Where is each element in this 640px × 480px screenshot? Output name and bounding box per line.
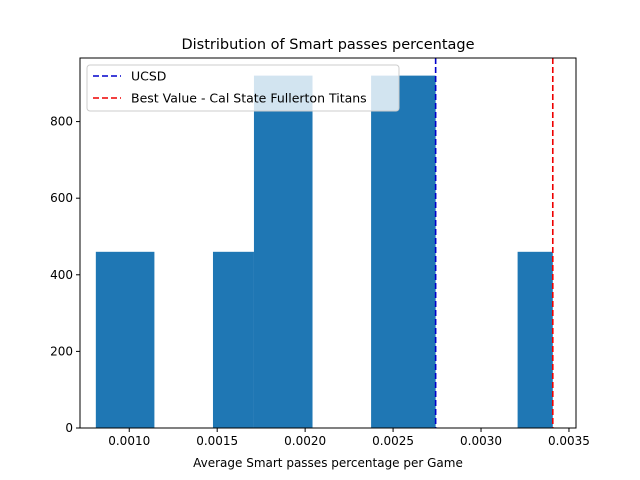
x-tick-label: 0.0020 [284, 434, 326, 448]
x-tick-label: 0.0015 [196, 434, 238, 448]
y-tick-label: 400 [50, 268, 73, 282]
y-tick-label: 600 [50, 191, 73, 205]
bars-group [95, 75, 553, 428]
x-tick-label: 0.0035 [548, 434, 590, 448]
legend-label: UCSD [131, 69, 166, 84]
plot-frame [79, 57, 577, 429]
histogram-bar [212, 251, 254, 428]
histogram-bar [371, 75, 436, 428]
histogram-bar [517, 251, 553, 428]
chart-title: Distribution of Smart passes percentage [181, 37, 474, 53]
reference-lines [434, 58, 554, 428]
y-tick-label: 800 [50, 115, 73, 129]
legend: UCSD Best Value - Cal State Fullerton Tit… [86, 64, 400, 112]
x-tick-label: 0.0010 [108, 434, 150, 448]
x-tick-label: 0.0030 [460, 434, 502, 448]
legend-box [86, 64, 400, 112]
y-tick-label: 0 [65, 421, 73, 435]
y-axis-ticks: 0 200 400 600 800 [50, 115, 80, 435]
x-axis-ticks: 0.0010 0.0015 0.0020 0.0025 0.0030 0.0035 [108, 428, 590, 448]
legend-label: Best Value - Cal State Fullerton Titans [131, 91, 367, 106]
x-axis-label: Average Smart passes percentage per Game [193, 456, 463, 470]
x-tick-label: 0.0025 [372, 434, 414, 448]
y-tick-label: 200 [50, 344, 73, 358]
histogram-bar [95, 251, 155, 428]
histogram-bar [253, 75, 313, 428]
